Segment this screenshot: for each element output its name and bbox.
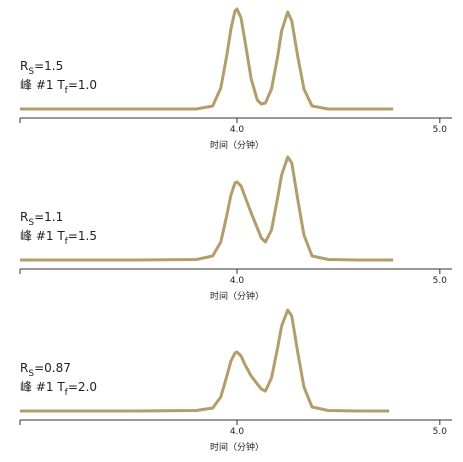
annotation-part: R [20,210,28,224]
annotation-subscript: S [28,67,34,77]
chromatogram-line [20,308,390,413]
annotation-subscript: f [65,86,69,96]
annotation: 峰 #1 Tf=1.5 [20,229,97,247]
chromatogram-line [20,155,394,262]
x-axis-label: 时间（分钟） [210,290,264,302]
annotation: 峰 #1 Tf=2.0 [20,380,97,398]
x-tick-label: 5.0 [433,125,448,135]
chromatogram-line [20,7,394,111]
annotation: RS=1.5 [20,59,63,77]
x-tick-label: 4.0 [230,125,245,135]
annotation-part: =1.1 [34,210,63,224]
annotation-part: R [20,59,28,73]
annotation: RS=0.87 [20,361,71,379]
x-axis-label: 时间（分钟） [210,441,264,453]
annotation-part: =1.0 [68,78,97,92]
annotation-subscript: f [65,388,69,398]
annotation-subscript: S [28,369,34,379]
chart-panel: 4.0 5.0时间（分钟）RS=1.5峰 #1 Tf=1.0 [19,7,452,151]
chart-panel: 4.0 5.0时间（分钟）RS=0.87峰 #1 Tf=2.0 [19,308,452,453]
annotation-subscript: f [65,237,69,247]
x-tick-label: 4.0 [230,276,245,286]
annotation-part: 峰 #1 T [20,229,65,243]
annotation-part: =2.0 [68,380,97,394]
chart-panel: 4.0 5.0时间（分钟）RS=1.1峰 #1 Tf=1.5 [19,155,452,302]
annotation-part: =1.5 [34,59,63,73]
annotation-part: =1.5 [68,229,97,243]
annotation-part: 峰 #1 T [20,380,65,394]
annotation-part: R [20,361,28,375]
annotation: 峰 #1 Tf=1.0 [20,78,97,96]
x-axis-label: 时间（分钟） [210,139,264,151]
x-tick-label: 5.0 [433,427,448,437]
annotation-part: 峰 #1 T [20,78,65,92]
annotation: RS=1.1 [20,210,63,228]
annotation-subscript: S [28,218,34,228]
x-tick-label: 5.0 [433,276,448,286]
x-tick-label: 4.0 [230,427,245,437]
annotation-part: =0.87 [34,361,71,375]
